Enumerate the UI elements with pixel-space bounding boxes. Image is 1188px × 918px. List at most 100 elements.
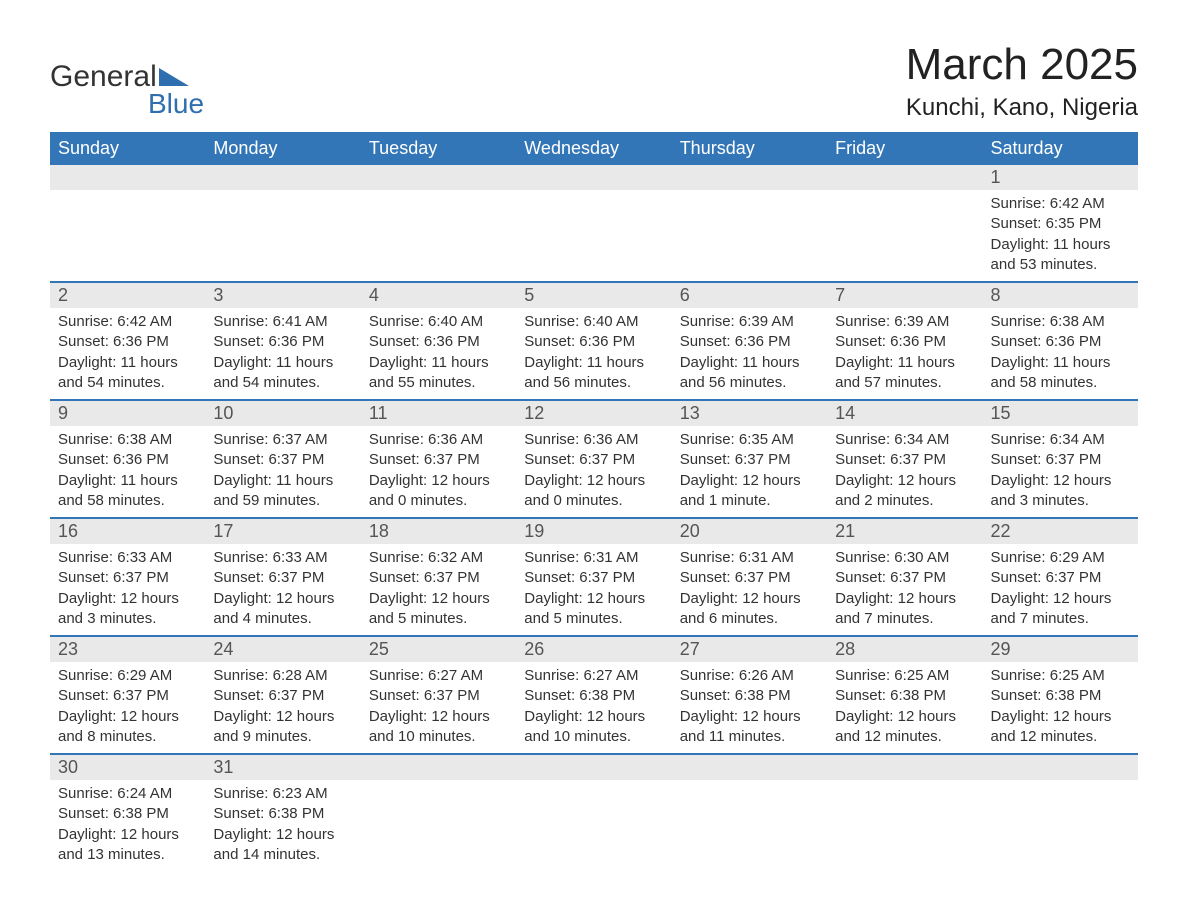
daylight-text-1: Daylight: 12 hours bbox=[680, 589, 819, 609]
day-cell bbox=[516, 190, 671, 281]
sunrise-text: Sunrise: 6:23 AM bbox=[213, 784, 352, 804]
daylight-text-2: and 54 minutes. bbox=[58, 373, 197, 393]
daylight-text-2: and 3 minutes. bbox=[991, 491, 1130, 511]
sunset-text: Sunset: 6:36 PM bbox=[991, 332, 1130, 352]
daylight-text-2: and 7 minutes. bbox=[835, 609, 974, 629]
day-number bbox=[827, 755, 982, 780]
daylight-text-1: Daylight: 12 hours bbox=[58, 589, 197, 609]
day-cell: Sunrise: 6:32 AMSunset: 6:37 PMDaylight:… bbox=[361, 544, 516, 635]
daylight-text-1: Daylight: 12 hours bbox=[524, 707, 663, 727]
daylight-text-1: Daylight: 12 hours bbox=[213, 825, 352, 845]
daylight-text-2: and 2 minutes. bbox=[835, 491, 974, 511]
day-content-strip: Sunrise: 6:29 AMSunset: 6:37 PMDaylight:… bbox=[50, 662, 1138, 753]
sunrise-text: Sunrise: 6:29 AM bbox=[991, 548, 1130, 568]
day-number bbox=[361, 165, 516, 190]
daylight-text-2: and 10 minutes. bbox=[524, 727, 663, 747]
sunrise-text: Sunrise: 6:31 AM bbox=[524, 548, 663, 568]
day-number: 11 bbox=[361, 401, 516, 426]
day-cell: Sunrise: 6:25 AMSunset: 6:38 PMDaylight:… bbox=[827, 662, 982, 753]
daylight-text-2: and 14 minutes. bbox=[213, 845, 352, 865]
day-cell bbox=[983, 780, 1138, 871]
day-cell: Sunrise: 6:27 AMSunset: 6:37 PMDaylight:… bbox=[361, 662, 516, 753]
day-content-strip: Sunrise: 6:38 AMSunset: 6:36 PM Daylight:… bbox=[50, 426, 1138, 517]
day-content-strip: Sunrise: 6:33 AMSunset: 6:37 PMDaylight:… bbox=[50, 544, 1138, 635]
day-cell bbox=[50, 190, 205, 281]
daylight-text-2: and 0 minutes. bbox=[524, 491, 663, 511]
day-content-strip: Sunrise: 6:42 AMSunset: 6:35 PMDaylight:… bbox=[50, 190, 1138, 281]
week-row: 1Sunrise: 6:42 AMSunset: 6:35 PMDaylight… bbox=[50, 165, 1138, 281]
day-number: 30 bbox=[50, 755, 205, 780]
day-cell: Sunrise: 6:29 AMSunset: 6:37 PMDaylight:… bbox=[50, 662, 205, 753]
daylight-text-2: and 6 minutes. bbox=[680, 609, 819, 629]
sunset-text: Sunset: 6:37 PM bbox=[369, 686, 508, 706]
day-cell: Sunrise: 6:33 AMSunset: 6:37 PMDaylight:… bbox=[205, 544, 360, 635]
sunset-text: Sunset: 6:36 PM bbox=[369, 332, 508, 352]
sunrise-text: Sunrise: 6:39 AM bbox=[835, 312, 974, 332]
daylight-text-2: and 56 minutes. bbox=[680, 373, 819, 393]
daylight-text-1: Daylight: 12 hours bbox=[991, 707, 1130, 727]
calendar: Sunday Monday Tuesday Wednesday Thursday… bbox=[50, 132, 1138, 871]
sunset-text: Sunset: 6:36 PM bbox=[58, 450, 197, 470]
day-number: 6 bbox=[672, 283, 827, 308]
sunset-text: Sunset: 6:37 PM bbox=[213, 686, 352, 706]
daylight-text-2: and 54 minutes. bbox=[213, 373, 352, 393]
day-cell: Sunrise: 6:41 AMSunset: 6:36 PMDaylight:… bbox=[205, 308, 360, 399]
day-cell: Sunrise: 6:35 AMSunset: 6:37 PMDaylight:… bbox=[672, 426, 827, 517]
day-number: 31 bbox=[205, 755, 360, 780]
day-cell: Sunrise: 6:36 AMSunset: 6:37 PMDaylight:… bbox=[361, 426, 516, 517]
sunrise-text: Sunrise: 6:27 AM bbox=[524, 666, 663, 686]
day-number bbox=[205, 165, 360, 190]
day-number: 1 bbox=[983, 165, 1138, 190]
day-cell: Sunrise: 6:23 AMSunset: 6:38 PMDaylight:… bbox=[205, 780, 360, 871]
sunrise-text: Sunrise: 6:24 AM bbox=[58, 784, 197, 804]
day-number: 23 bbox=[50, 637, 205, 662]
day-number bbox=[516, 755, 671, 780]
weekday-header-friday: Friday bbox=[827, 132, 982, 165]
day-number: 22 bbox=[983, 519, 1138, 544]
sunset-text: Sunset: 6:37 PM bbox=[680, 450, 819, 470]
sunset-text: Sunset: 6:36 PM bbox=[524, 332, 663, 352]
day-number: 3 bbox=[205, 283, 360, 308]
day-number bbox=[50, 165, 205, 190]
daylight-text-2: and 5 minutes. bbox=[524, 609, 663, 629]
day-cell: Sunrise: 6:42 AMSunset: 6:35 PMDaylight:… bbox=[983, 190, 1138, 281]
day-cell: Sunrise: 6:31 AMSunset: 6:37 PMDaylight:… bbox=[516, 544, 671, 635]
day-content-strip: Sunrise: 6:42 AMSunset: 6:36 PMDaylight:… bbox=[50, 308, 1138, 399]
daylight-text-2: and 9 minutes. bbox=[213, 727, 352, 747]
day-number: 19 bbox=[516, 519, 671, 544]
day-number: 9 bbox=[50, 401, 205, 426]
sunrise-text: Sunrise: 6:35 AM bbox=[680, 430, 819, 450]
day-cell: Sunrise: 6:37 AMSunset: 6:37 PMDaylight:… bbox=[205, 426, 360, 517]
sunset-text: Sunset: 6:37 PM bbox=[369, 568, 508, 588]
sunset-text: Sunset: 6:35 PM bbox=[991, 214, 1130, 234]
week-row: 23242526272829Sunrise: 6:29 AMSunset: 6:… bbox=[50, 635, 1138, 753]
daylight-text-2: and 12 minutes. bbox=[991, 727, 1130, 747]
day-number-strip: 9101112131415 bbox=[50, 401, 1138, 426]
daylight-text-2: and 0 minutes. bbox=[369, 491, 508, 511]
day-number: 13 bbox=[672, 401, 827, 426]
sunrise-text: Sunrise: 6:28 AM bbox=[213, 666, 352, 686]
daylight-text-1: Daylight: 11 hours bbox=[213, 471, 352, 491]
daylight-text-1: Daylight: 12 hours bbox=[213, 707, 352, 727]
day-cell bbox=[361, 780, 516, 871]
day-cell: Sunrise: 6:27 AMSunset: 6:38 PMDaylight:… bbox=[516, 662, 671, 753]
day-cell: Sunrise: 6:38 AMSunset: 6:36 PMDaylight:… bbox=[983, 308, 1138, 399]
day-content-strip: Sunrise: 6:24 AMSunset: 6:38 PMDaylight:… bbox=[50, 780, 1138, 871]
day-cell: Sunrise: 6:34 AMSunset: 6:37 PMDaylight:… bbox=[827, 426, 982, 517]
flag-icon bbox=[159, 64, 189, 91]
daylight-text-1: Daylight: 11 hours bbox=[524, 353, 663, 373]
weekday-header-wednesday: Wednesday bbox=[516, 132, 671, 165]
sunset-text: Sunset: 6:37 PM bbox=[58, 686, 197, 706]
day-number: 5 bbox=[516, 283, 671, 308]
day-cell: Sunrise: 6:40 AMSunset: 6:36 PMDaylight:… bbox=[516, 308, 671, 399]
day-number-strip: 2345678 bbox=[50, 283, 1138, 308]
logo-text-blue: Blue bbox=[148, 88, 204, 120]
sunset-text: Sunset: 6:37 PM bbox=[58, 568, 197, 588]
day-cell: Sunrise: 6:26 AMSunset: 6:38 PMDaylight:… bbox=[672, 662, 827, 753]
sunrise-text: Sunrise: 6:38 AM bbox=[58, 430, 197, 450]
sunrise-text: Sunrise: 6:31 AM bbox=[680, 548, 819, 568]
sunrise-text: Sunrise: 6:42 AM bbox=[991, 194, 1130, 214]
sunrise-text: Sunrise: 6:32 AM bbox=[369, 548, 508, 568]
day-number: 12 bbox=[516, 401, 671, 426]
day-number: 24 bbox=[205, 637, 360, 662]
